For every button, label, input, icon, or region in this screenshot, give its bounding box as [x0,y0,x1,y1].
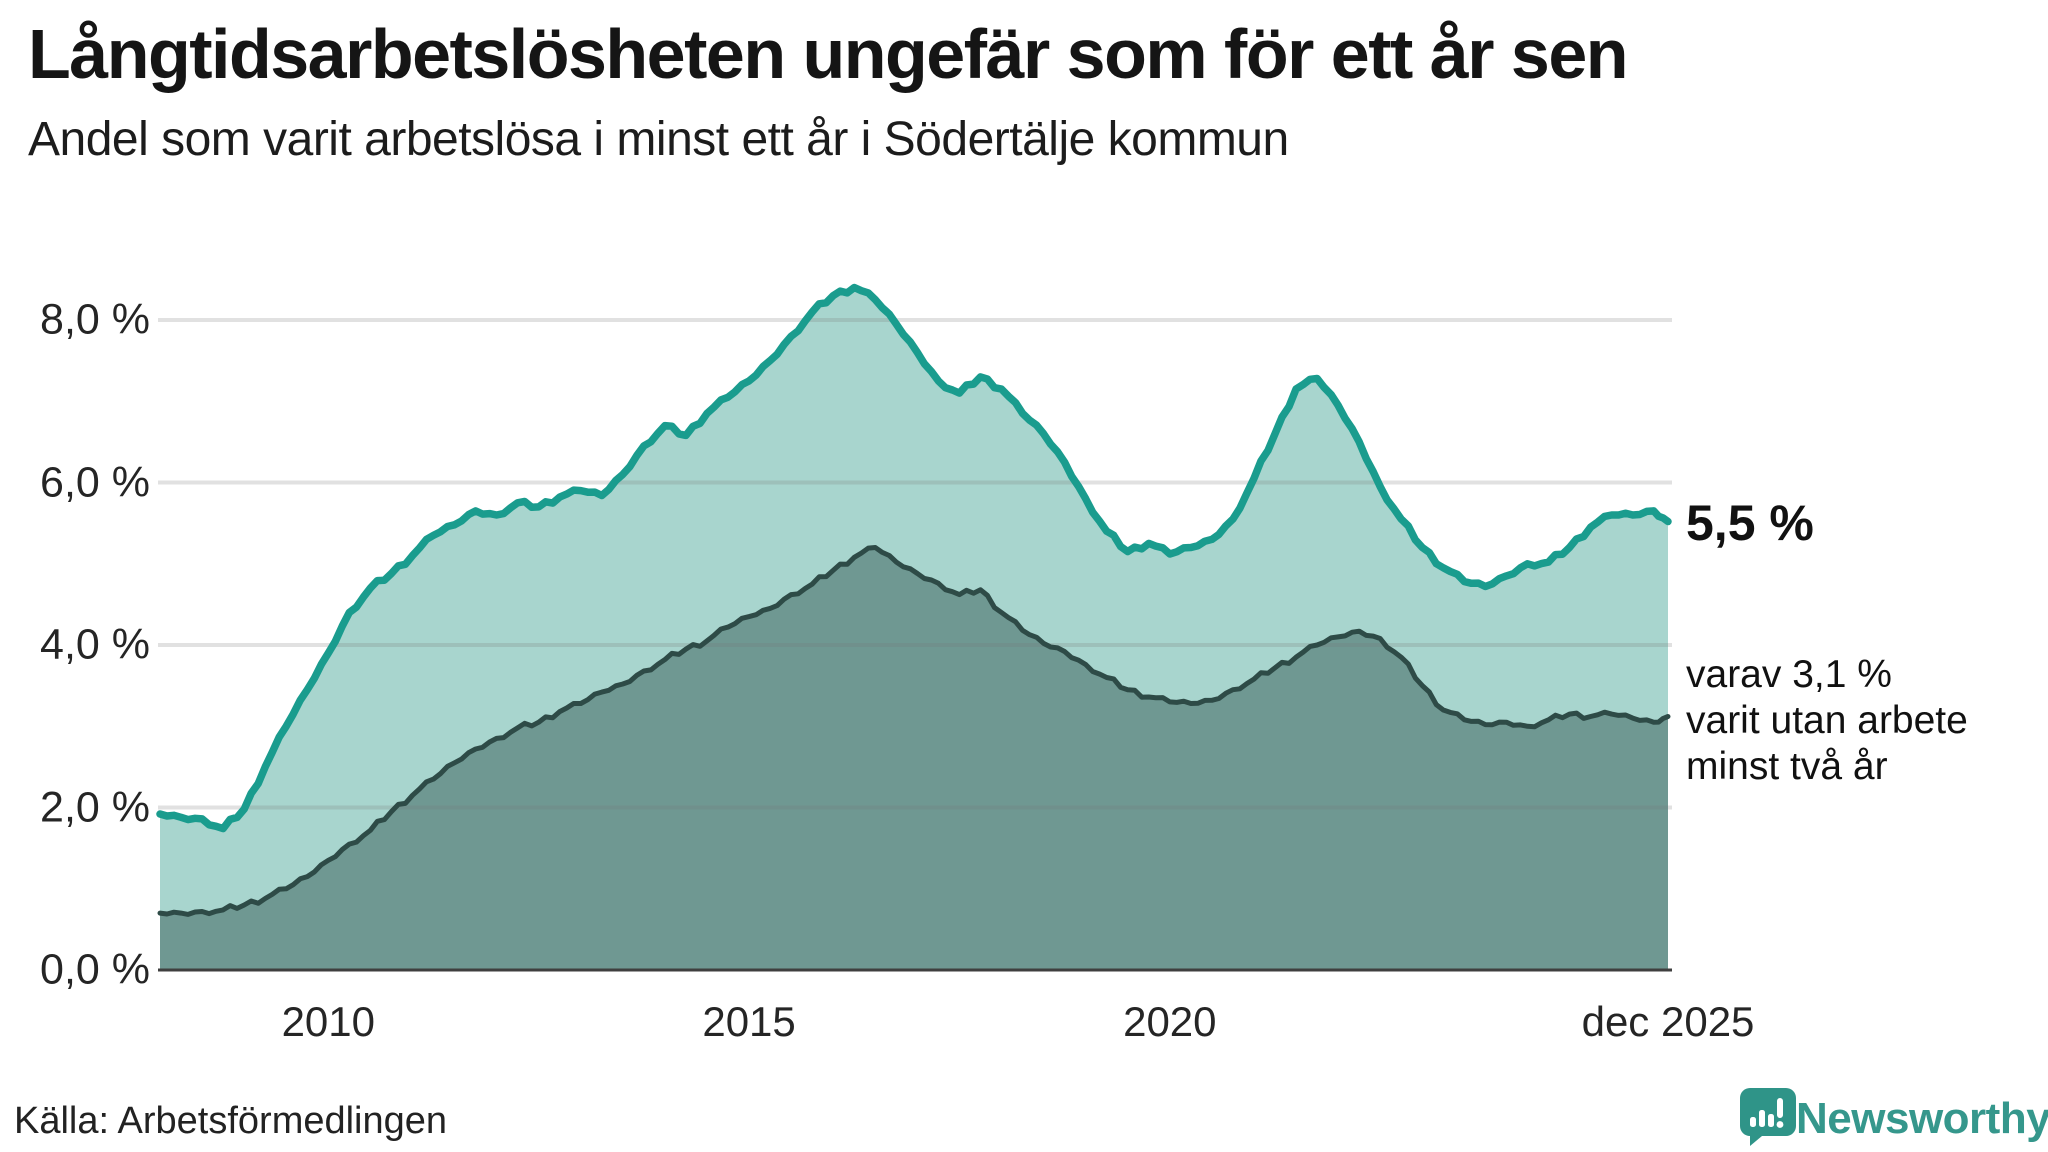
page-subtitle: Andel som varit arbetslösa i minst ett å… [28,113,1289,166]
newsworthy-wordmark: Newsworthy [1796,1094,2048,1143]
y-tick-label: 0,0 % [40,945,150,994]
newsworthy-logo-icon [1740,1088,1796,1146]
x-tick-label: 2020 [1123,998,1217,1045]
page-title: Långtidsarbetslösheten ungefär som för e… [28,15,1629,93]
x-tick-label: 2015 [702,998,796,1045]
line-total-unemployed [156,283,1672,833]
secondary-annotation-line: varav 3,1 % [1686,653,1892,696]
secondary-annotation-line: varit utan arbete [1686,699,1968,742]
y-tick-label: 6,0 % [40,458,150,506]
secondary-annotation-line: minst två år [1686,745,1888,788]
secondary-series-annotation: varav 3,1 % varit utan arbete minst två år [1686,652,1968,790]
line-two-year-unemployed [157,545,1671,917]
y-tick-label: 8,0 % [40,295,150,344]
y-tick-label: 4,0 % [40,620,150,669]
area-two-year-unemployed [160,547,1668,970]
end-value-label: 5,5 % [1686,495,1814,551]
source-caption: Källa: Arbetsförmedlingen [14,1100,448,1142]
x-tick-label: 2010 [281,998,376,1045]
y-tick-label: 2,0 % [40,783,150,831]
x-tick-label: dec 2025 [1581,998,1755,1045]
